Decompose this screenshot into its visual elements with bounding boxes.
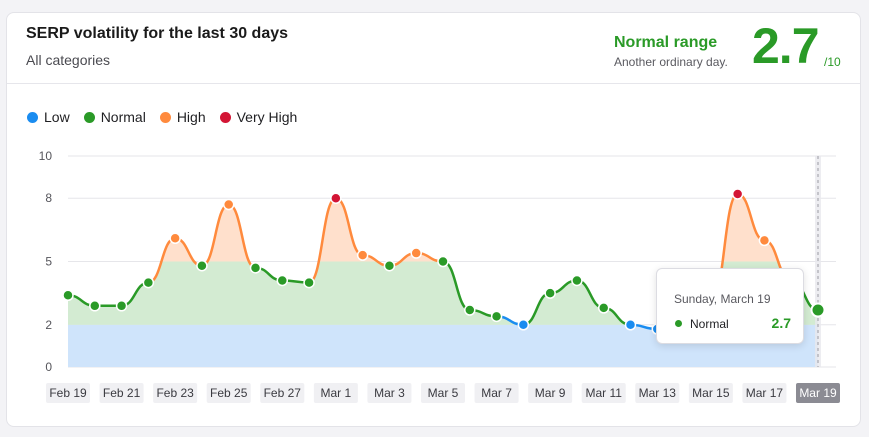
x-tick-label: Mar 11	[585, 386, 622, 400]
data-point	[196, 259, 208, 272]
x-tick-chip	[367, 383, 412, 403]
legend-item-high[interactable]: High	[159, 109, 206, 125]
band-very-high	[68, 193, 818, 199]
y-tick-label: 8	[45, 191, 52, 205]
x-tick-label: Mar 15	[692, 386, 730, 400]
x-tick-chip	[206, 383, 251, 403]
data-point	[571, 274, 583, 287]
x-tick-label: Mar 13	[639, 386, 677, 400]
x-tick-label: Feb 21	[103, 386, 141, 400]
data-point	[544, 287, 556, 299]
legend-item-very-high[interactable]: Very High	[219, 109, 298, 125]
y-tick-label: 0	[45, 360, 52, 374]
data-point	[437, 255, 449, 268]
legend-item-low[interactable]: Low	[27, 109, 70, 125]
legend-dot-high	[159, 111, 171, 123]
data-point	[464, 304, 476, 316]
x-tick-label: Mar 17	[746, 386, 784, 400]
data-point	[810, 302, 826, 318]
x-tick-chip	[260, 383, 305, 403]
x-tick-chip	[742, 383, 787, 403]
x-tick-label: Mar 1	[321, 386, 352, 400]
x-tick-chip	[421, 383, 465, 403]
x-tick-label: Mar 19	[799, 386, 837, 400]
legend-label-low: Low	[44, 109, 70, 125]
score-max: /10	[824, 55, 841, 69]
x-tick-label: Feb 19	[49, 386, 87, 400]
data-point	[89, 300, 101, 312]
x-tick-chip	[688, 383, 733, 403]
status-label: Normal range	[614, 34, 718, 51]
x-tick-chip	[153, 383, 198, 403]
data-point	[303, 276, 315, 289]
chart-tooltip: Sunday, March 19 Normal 2.7	[656, 268, 804, 344]
x-tick-label: Mar 9	[535, 386, 566, 400]
x-tick-label: Mar 3	[374, 386, 405, 400]
x-tick-chip	[46, 383, 90, 403]
data-point	[410, 247, 422, 259]
volatility-score: 2.7	[752, 18, 820, 74]
x-tick-chip	[581, 383, 626, 403]
data-point	[62, 289, 74, 302]
y-tick-label: 2	[45, 318, 52, 332]
legend-label-high: High	[176, 109, 206, 125]
data-point	[330, 192, 342, 204]
y-tick-label: 10	[39, 149, 53, 163]
x-tick-chip	[528, 383, 573, 403]
x-tick-chip	[635, 383, 680, 403]
legend: Low Normal High Very High	[27, 109, 297, 125]
tooltip-value: 2.7	[771, 315, 791, 331]
category-filter[interactable]: All categories	[26, 52, 111, 68]
band-high	[68, 198, 818, 262]
tooltip-series-name: Normal	[690, 317, 729, 331]
legend-dot-normal	[83, 111, 95, 123]
data-point	[276, 274, 289, 287]
hover-band	[815, 156, 821, 367]
data-point	[490, 310, 503, 323]
legend-item-normal[interactable]: Normal	[83, 109, 146, 125]
y-tick-label: 5	[45, 255, 52, 269]
legend-dot-very-high	[219, 111, 231, 123]
x-tick-label: Mar 5	[428, 386, 459, 400]
data-point	[624, 319, 637, 331]
data-point	[731, 188, 744, 200]
tooltip-series-dot	[675, 320, 682, 327]
tooltip-date: Sunday, March 19	[674, 292, 771, 306]
header-divider	[7, 83, 860, 84]
x-tick-chip	[474, 383, 519, 403]
data-point	[356, 249, 369, 261]
x-tick-chip	[313, 383, 358, 403]
data-point	[517, 319, 530, 331]
data-point	[249, 262, 262, 274]
x-tick-label: Feb 25	[210, 386, 248, 400]
x-tick-label: Feb 23	[156, 386, 194, 400]
x-tick-label: Mar 7	[481, 386, 512, 400]
legend-label-normal: Normal	[100, 109, 146, 125]
data-point	[597, 302, 610, 314]
status-description: Another ordinary day.	[614, 55, 728, 69]
card-title: SERP volatility for the last 30 days	[26, 25, 289, 42]
data-point	[758, 234, 771, 247]
data-point	[142, 276, 155, 289]
x-tick-label: Feb 27	[264, 386, 302, 400]
x-tick-chip	[796, 383, 840, 403]
legend-dot-low	[27, 111, 38, 123]
x-tick-chip	[99, 383, 144, 403]
data-point	[383, 259, 396, 272]
data-point	[115, 300, 128, 312]
data-point	[169, 232, 181, 245]
data-point	[222, 198, 235, 211]
legend-label-very-high: Very High	[236, 109, 298, 125]
